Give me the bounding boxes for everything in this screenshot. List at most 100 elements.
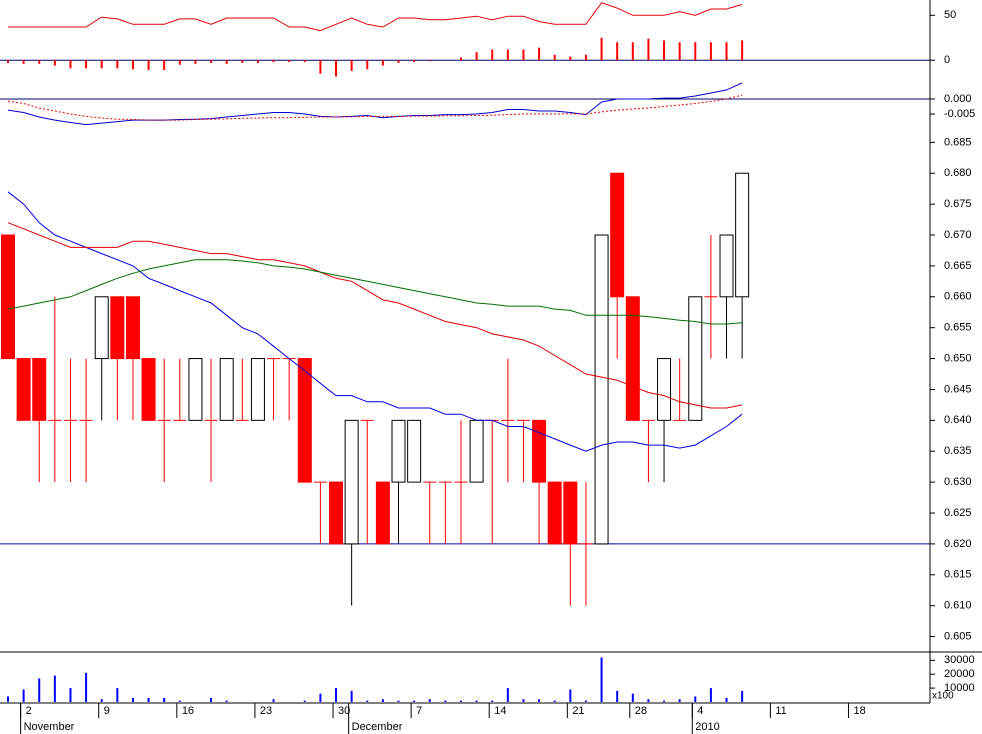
x-tick-label: 2 [26,705,32,717]
bar [616,42,619,61]
line-series [8,2,743,32]
candle-body [329,481,344,545]
bar [553,54,556,61]
y-tick-label: 0.660 [944,291,972,303]
bar [53,60,56,66]
bar [600,37,603,61]
y-tick-label: 10000 [944,682,975,694]
bar [210,60,213,63]
y-tick-label: 0.650 [944,352,972,364]
bar [522,49,525,61]
bar [709,42,712,61]
candle-body [688,296,703,421]
y-tick-label: 0.645 [944,383,972,395]
y-tick-label: 0.000 [944,93,972,105]
y-tick-label: 0.680 [944,167,972,179]
bar [631,42,634,61]
bar [538,47,541,61]
x-tick-label: 4 [697,705,703,717]
bar [366,700,369,702]
bar [725,697,728,702]
candle-body [719,234,734,298]
bar [335,688,338,702]
bar [694,696,697,702]
bar [147,60,150,71]
bar [741,690,744,702]
y-tick-label: 50 [944,9,956,21]
bar [538,699,541,702]
candle-body [625,296,640,421]
x-tick-label: 9 [104,705,110,717]
x-tick-label: 30 [338,705,350,717]
candle-body [610,172,625,298]
y-tick-label: 30000 [944,654,975,666]
bar [428,60,431,62]
bar [553,700,556,702]
x-tick-label: 14 [494,705,506,717]
bar [428,699,431,702]
y-tick-label: 0.625 [944,507,972,519]
bar [678,699,681,702]
bar [350,690,353,702]
y-tick-label: 0.670 [944,229,972,241]
candle-body [735,172,750,298]
bar [459,57,462,61]
y-tick-label: 0.685 [944,136,972,148]
candle-body [375,481,390,545]
bar [85,60,88,69]
y-tick-label: 0.665 [944,260,972,272]
line-series [7,191,743,452]
y-tick-label: 0.630 [944,476,972,488]
bar [288,60,291,63]
bar [147,697,150,702]
bar [178,700,181,702]
bar [694,42,697,61]
candle-body [657,358,672,421]
candle-body [125,296,140,360]
y-tick-label: 20000 [944,668,975,680]
bar [584,700,587,702]
y-tick-label: 0 [944,54,950,66]
x-tick-label: 18 [853,705,865,717]
candle-body [532,419,547,483]
bar [163,60,166,71]
bar [100,60,103,69]
bar [725,42,728,61]
y-tick-label: 0.675 [944,198,972,210]
candle-body [250,358,265,421]
bar [475,52,478,61]
y-tick-label: 0.605 [944,630,972,642]
candle-body [188,358,203,421]
month-label: November [24,721,75,733]
candle-body [1,234,15,360]
line-series [7,94,743,121]
bar [335,60,338,77]
bar [741,40,744,61]
bar [303,700,306,702]
candle-body [469,419,484,483]
candle-body [547,481,562,545]
bar [491,49,494,61]
bar [163,697,166,702]
line-series [7,259,743,325]
bar [131,60,134,70]
plot-background [0,0,930,734]
candle-body [16,358,31,421]
bar [397,60,400,63]
x-tick-label: 23 [260,705,272,717]
bar [22,60,25,64]
bar [225,700,228,702]
month-label: December [352,721,403,733]
bar [319,60,322,74]
bar [413,700,416,702]
x-tick-label: 21 [572,705,584,717]
bar [38,678,41,702]
bar [53,675,56,702]
bar [69,688,72,702]
bar [522,699,525,702]
bar [210,697,213,702]
bar [256,60,259,63]
bar [100,699,103,702]
bar [647,38,650,61]
